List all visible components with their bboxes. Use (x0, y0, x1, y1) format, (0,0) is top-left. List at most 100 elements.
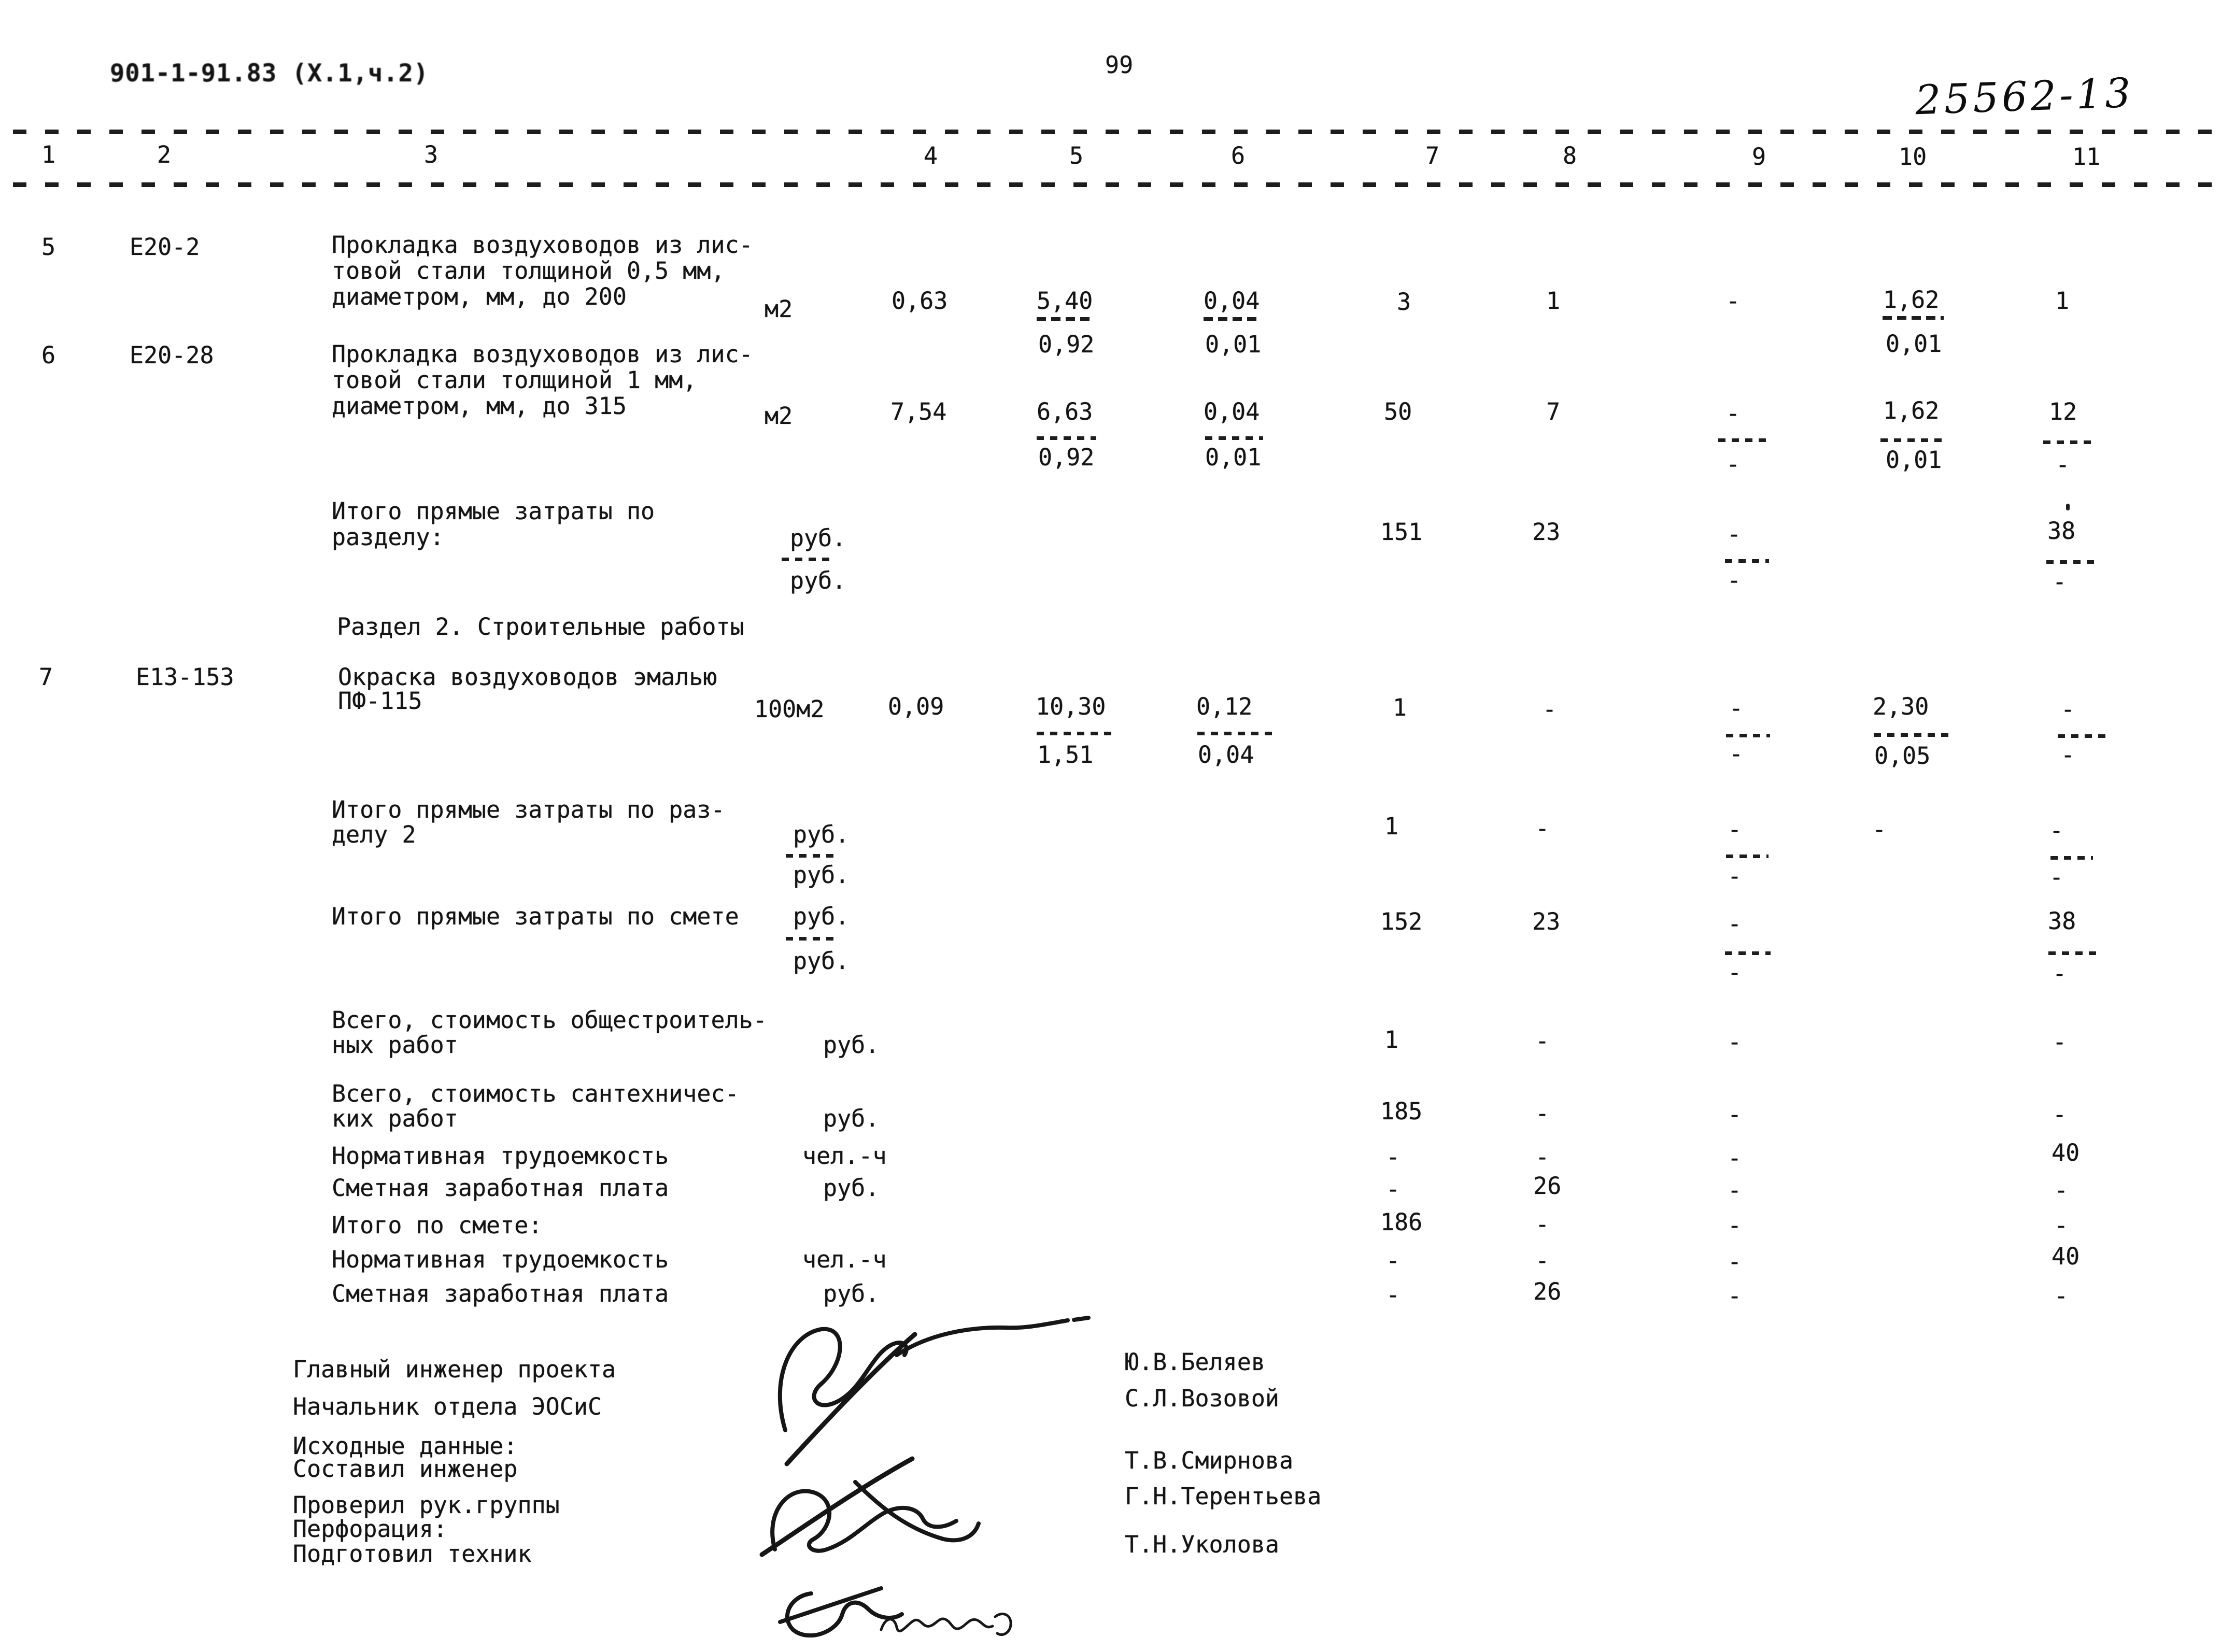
table-summary-2-c11: 40 (2052, 1139, 2080, 1166)
fraction-bar (1725, 951, 1771, 955)
signature-chief-engineer-icon (777, 1316, 1091, 1466)
table-totals-label: Итого прямые затраты по смете (332, 903, 739, 930)
table-summary-4-c9: - (1728, 1212, 1742, 1239)
table-summary-6-c9: - (1728, 1282, 1742, 1309)
fraction-bar (1726, 734, 1770, 737)
table-subtotal2-c10: - (1872, 816, 1887, 843)
table-row5-c11: 1 (2055, 287, 2070, 315)
table-subtotal2-c7: 1 (1384, 813, 1399, 840)
table-headers-9: 10 (1899, 143, 1927, 170)
table-summary-0-label1: Всего, стоимость общестроитель- (332, 1006, 767, 1034)
page-page_number: 99 (1105, 51, 1134, 79)
table-headers-6: 7 (1425, 142, 1440, 169)
signature-department-head-icon (759, 1456, 981, 1557)
table-summary-6-label1: Сметная заработная плата (332, 1280, 669, 1307)
fraction-bar (1204, 317, 1261, 321)
footer-names-1: С.Л.Возовой (1125, 1385, 1280, 1412)
table-summary-0-c8: - (1535, 1027, 1550, 1055)
fraction-bar (2043, 440, 2095, 444)
table-row6-unit: м2 (765, 402, 793, 430)
table-totals-c11_top: 38 (2048, 907, 2076, 935)
table-subtotal2-c9_top: - (1728, 816, 1742, 843)
table-row7-c9_bot: - (1729, 740, 1744, 767)
table-summary-0-c11: - (2053, 1028, 2067, 1056)
table-subtotal1-unit1: руб. (790, 524, 846, 552)
table-row5-c5_bot: 0,92 (1038, 331, 1095, 358)
table-summary-3-label1: Сметная заработная плата (332, 1174, 669, 1202)
table-summary-0-c9: - (1728, 1028, 1742, 1056)
fraction-bar (2046, 560, 2096, 564)
fraction-bar (2058, 734, 2107, 738)
fraction-bar (786, 937, 838, 941)
table-summary-3-c11: - (2054, 1176, 2069, 1204)
fraction-bar (2048, 951, 2098, 955)
table-subtotal1-label2: разделу: (332, 523, 444, 551)
table-row6-desc2: товой стали толщиной 1 мм, (332, 366, 697, 394)
table-summary-2-unit: чел.-ч (802, 1142, 887, 1170)
table-row7-c4: 0,09 (888, 693, 944, 720)
table-row5-c9: - (1726, 287, 1741, 315)
table-row6-c9_top: - (1726, 400, 1741, 427)
signatures-block (759, 1316, 1091, 1637)
table-summary-5-c8: - (1535, 1247, 1550, 1274)
page-doc_code: 901-1-91.83 (Х.1,ч.2) (110, 59, 429, 88)
table-section2: Раздел 2. Строительные работы (337, 613, 744, 640)
table-subtotal2-unit2: руб. (793, 861, 850, 889)
fraction-bar (1205, 436, 1263, 440)
table-row5-c10_top: 1,62 (1883, 286, 1940, 314)
table-summary-3-unit: руб. (823, 1174, 880, 1202)
table-summary-1-label1: Всего, стоимость сантехничес- (332, 1080, 739, 1107)
table-row7-c11_bot: - (2061, 741, 2075, 768)
table-summary-5-unit: чел.-ч (802, 1246, 887, 1273)
fraction-bar (1725, 559, 1769, 563)
table-subtotal2-label1: Итого прямые затраты по раз- (332, 796, 725, 823)
table-row6-c6_bot: 0,01 (1205, 444, 1262, 471)
table-row6-c11_top: 12 (2049, 398, 2077, 425)
table-summary-2-label1: Нормативная трудоемкость (332, 1142, 669, 1170)
table-row5-c6_top: 0,04 (1204, 287, 1260, 315)
table-totals-c8: 23 (1532, 908, 1561, 935)
fraction-bar (1037, 317, 1095, 321)
table-row5-desc2: товой стали толщиной 0,5 мм, (332, 257, 725, 284)
table-row7-c5_top: 10,30 (1036, 693, 1106, 720)
table-headers-1: 2 (157, 141, 172, 168)
fraction-bar (1037, 732, 1111, 735)
table-row5-c10_bot: 0,01 (1886, 330, 1942, 358)
footer-names-0: Ю.В.Беляев (1125, 1348, 1265, 1376)
table-subtotal1-c8: 23 (1532, 518, 1561, 546)
table-headers-8: 9 (1752, 143, 1766, 170)
footer-roles-6: Подготовил техник (293, 1540, 532, 1568)
fraction-bar (1726, 855, 1769, 858)
table-summary-3-c8: 26 (1533, 1172, 1562, 1200)
table-headers-2: 3 (424, 141, 438, 168)
signature-technician-icon (778, 1586, 1012, 1637)
table-row5-code: Е20-2 (130, 233, 200, 261)
table-summary-1-label2: ких работ (332, 1105, 458, 1132)
fraction-bar (1883, 316, 1944, 320)
table-summary-4-c11: - (2054, 1212, 2069, 1239)
table-summary-1-c7: 185 (1380, 1098, 1423, 1125)
footer-roles-0: Главный инженер проекта (293, 1356, 616, 1383)
table-row6-c4: 7,54 (890, 398, 947, 425)
table-subtotal1-c9_top: - (1727, 520, 1742, 548)
table-row6-c10_bot: 0,01 (1886, 446, 1942, 474)
table-row7-c10_bot: 0,05 (1874, 742, 1931, 770)
table-row7-c7: 1 (1393, 694, 1407, 721)
table-row7-c8: - (1543, 695, 1557, 723)
table-header-rule-bottom (13, 182, 2222, 187)
table-row5-unit: м2 (765, 295, 793, 323)
table-row6-desc3: диаметром, мм, до 315 (332, 392, 627, 420)
footer-names-4: Т.Н.Уколова (1125, 1531, 1280, 1558)
table-headers-7: 8 (1563, 142, 1577, 169)
table-row7-desc2: ПФ-115 (338, 687, 422, 715)
table-totals-c9_bot: - (1728, 959, 1742, 986)
table-summary-6-c11: - (2054, 1282, 2069, 1309)
fraction-bar (786, 854, 838, 858)
table-row6-c9_bot: - (1726, 450, 1741, 478)
table-totals-c11_bot: - (2053, 960, 2067, 987)
table-subtotal1-c9_bot: - (1727, 566, 1742, 594)
footer-roles-3: Составил инженер (293, 1455, 518, 1483)
table-row7-c5_bot: 1,51 (1037, 741, 1094, 768)
footer-names-2: Т.В.Смирнова (1125, 1447, 1294, 1474)
table-row7-unit: 100м2 (754, 695, 825, 723)
